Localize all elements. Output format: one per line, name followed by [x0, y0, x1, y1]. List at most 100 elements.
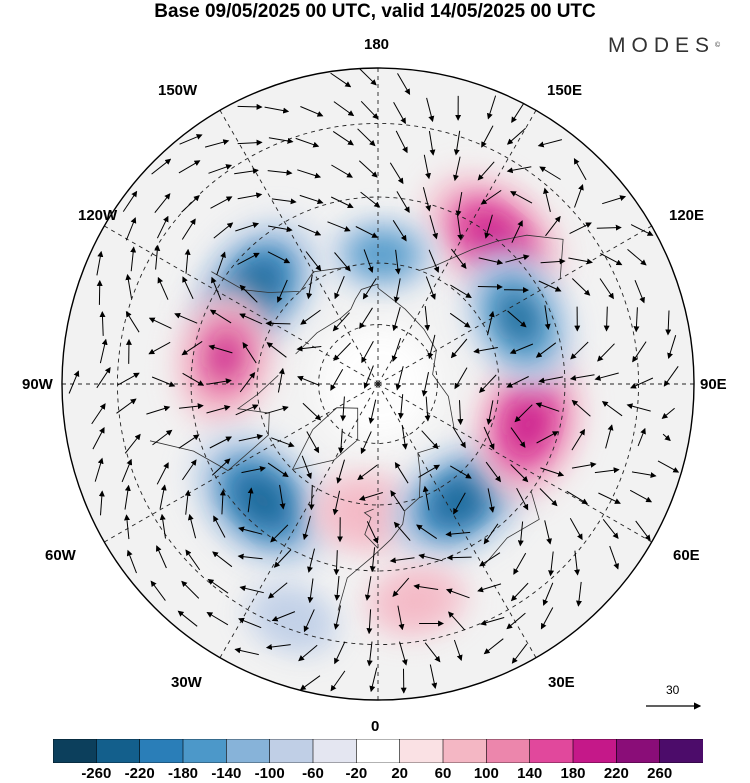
wind-vector — [366, 609, 373, 635]
wind-vector — [540, 607, 554, 630]
colorbar — [53, 739, 703, 763]
wind-vector — [91, 403, 106, 425]
wind-vector — [124, 484, 131, 510]
wind-vector — [333, 605, 341, 630]
wind-vector — [178, 160, 201, 174]
wind-vector — [159, 513, 166, 539]
wind-vector — [297, 169, 322, 179]
wind-vector — [665, 310, 672, 336]
wind-vector — [333, 101, 355, 117]
wind-vector — [599, 278, 614, 300]
wind-vector — [480, 617, 505, 626]
wind-vector — [505, 254, 530, 263]
wind-vector — [510, 582, 529, 602]
wind-vector — [361, 341, 374, 364]
wind-vector — [427, 334, 436, 360]
wind-vector — [601, 401, 623, 417]
wind-vector — [596, 224, 622, 231]
wind-vector — [428, 249, 440, 273]
wind-vector — [264, 106, 290, 114]
wind-vector — [538, 376, 563, 384]
wind-vector — [334, 575, 341, 601]
wind-vector — [390, 490, 405, 512]
colorbar-swatch — [53, 739, 97, 763]
wind-vector — [357, 464, 378, 481]
lon-label-60w: 60W — [45, 547, 76, 564]
lon-label-120e: 120E — [669, 207, 705, 224]
wind-vector — [428, 131, 436, 156]
wind-vector — [330, 368, 344, 391]
wind-vector — [539, 166, 561, 180]
wind-vector — [271, 198, 297, 205]
modes-logo: MODES© — [608, 34, 720, 58]
wind-vector — [125, 310, 140, 333]
anomaly-cell — [327, 217, 438, 293]
wind-vector — [393, 102, 406, 125]
wind-vector — [548, 551, 555, 577]
brand-mark: © — [715, 42, 721, 49]
wind-vector — [506, 612, 526, 630]
wind-vector — [631, 471, 657, 479]
wind-vector — [181, 580, 200, 599]
wind-vector — [151, 376, 176, 387]
wind-vector — [212, 551, 233, 568]
wind-vector — [178, 403, 204, 410]
wind-vector — [211, 458, 231, 476]
wind-vector — [569, 374, 595, 381]
wind-vector — [237, 252, 260, 265]
colorbar-tick-label: 60 — [434, 765, 452, 782]
wind-vector — [213, 222, 234, 239]
colorbar-swatch — [96, 739, 141, 763]
wind-vector — [545, 215, 561, 237]
wind-vector — [148, 341, 171, 355]
wind-vector — [392, 306, 401, 332]
wind-vector — [449, 312, 471, 328]
lon-label-30w: 30W — [171, 674, 202, 691]
lon-label-150w: 150W — [158, 82, 198, 99]
colorbar-swatch — [442, 739, 487, 763]
wind-vector — [174, 312, 198, 324]
wind-vector — [96, 366, 111, 389]
wind-vector — [667, 335, 677, 360]
wind-vector — [393, 278, 401, 303]
wind-vector — [418, 553, 443, 562]
wind-vector — [302, 402, 322, 421]
wind-vector — [99, 338, 108, 364]
wind-vector — [300, 309, 321, 325]
wind-vector — [239, 371, 256, 393]
wind-vector — [181, 340, 203, 356]
wind-vector — [602, 195, 627, 205]
wind-vector — [306, 274, 313, 300]
wind-vector — [421, 430, 439, 450]
wind-vector — [150, 580, 166, 601]
wind-vector — [571, 278, 591, 296]
colorbar-swatch — [616, 739, 661, 763]
colorbar-tick-label: 260 — [647, 765, 673, 782]
wind-vector — [511, 101, 526, 124]
wind-vector — [268, 225, 293, 233]
wind-vector — [516, 487, 529, 511]
wind-vector — [279, 484, 286, 510]
colorbar-swatch — [486, 739, 531, 763]
wind-vector — [303, 609, 315, 633]
wind-vector — [598, 492, 621, 504]
colorbar-tick-label: 180 — [560, 765, 586, 782]
wind-vector — [597, 343, 615, 362]
wind-vector — [219, 489, 226, 515]
coastline — [363, 508, 379, 549]
wind-vector — [121, 458, 133, 483]
wind-vector — [267, 169, 293, 176]
wind-vector — [416, 524, 437, 540]
wind-vector — [235, 222, 260, 232]
wind-vector — [181, 459, 197, 481]
wind-vector — [574, 183, 584, 208]
wind-vector — [338, 428, 345, 454]
wind-vector — [146, 405, 171, 415]
wind-vector — [116, 398, 137, 414]
wind-vector — [187, 513, 197, 539]
wind-vector — [663, 366, 679, 387]
anomaly-cell — [191, 429, 333, 571]
wind-vector — [68, 370, 80, 394]
wind-vector — [480, 189, 502, 205]
wind-vector — [358, 492, 383, 501]
